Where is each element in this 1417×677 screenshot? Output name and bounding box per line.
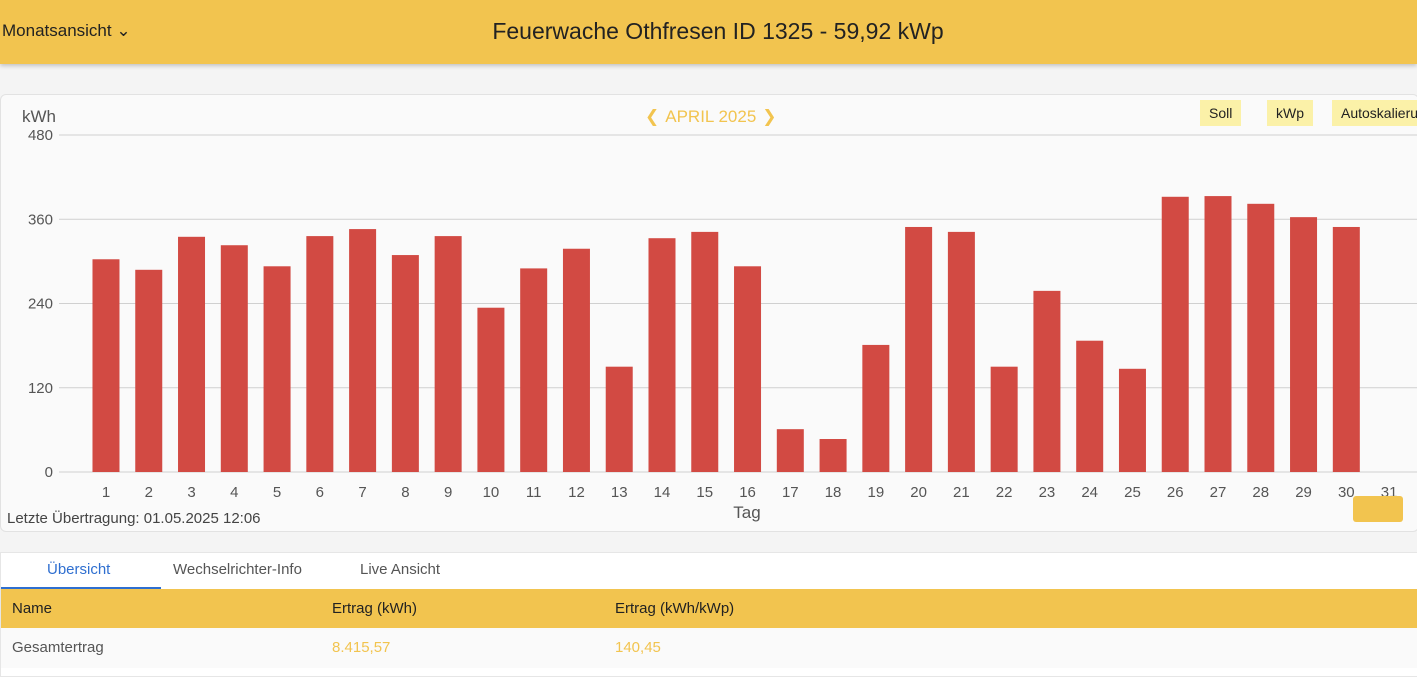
bar: [905, 226, 933, 472]
x-tick-label: 13: [611, 484, 628, 501]
bar: [391, 255, 419, 472]
column-header: Name: [12, 600, 53, 617]
table-header: Name Ertrag (kWh) Ertrag (kWh/kWp): [1, 589, 1417, 628]
cell: 140,45: [615, 639, 661, 656]
y-tick-label: 120: [28, 380, 53, 397]
tab[interactable]: Live Ansicht: [360, 561, 441, 578]
table-row: Gesamtertrag 8.415,57 140,45: [1, 628, 1417, 668]
y-tick-label: 240: [28, 296, 53, 313]
x-tick-label: 29: [1295, 484, 1312, 501]
bar: [220, 245, 248, 472]
x-tick-label: 24: [1081, 484, 1098, 501]
bar: [92, 259, 120, 472]
period-nav: ❮ APRIL 2025 ❯: [645, 107, 777, 127]
view-menu-label: Monatsansicht: [2, 21, 112, 40]
x-tick-label: 9: [444, 484, 452, 501]
tab-panel: Übersicht Wechselrichter-Info Live Ansic…: [0, 552, 1417, 677]
period-label[interactable]: APRIL 2025: [665, 107, 757, 126]
column-header: Ertrag (kWh): [332, 600, 418, 617]
x-tick-label: 2: [145, 484, 153, 501]
x-tick-label: 11: [526, 484, 542, 501]
bar: [178, 236, 206, 472]
bar: [1290, 217, 1318, 472]
x-tick-label: 16: [739, 484, 756, 501]
bar: [1332, 226, 1360, 472]
bar: [990, 366, 1018, 472]
bar: [862, 344, 890, 472]
last-transmission: Letzte Übertragung: 01.05.2025 12:06: [7, 509, 261, 527]
x-tick-label: 20: [910, 484, 927, 501]
bar: [349, 229, 377, 472]
bar: [1076, 340, 1104, 472]
bar: [135, 269, 163, 472]
bar: [306, 236, 334, 472]
y-axis-title: kWh: [22, 107, 56, 126]
x-tick-label: 21: [953, 484, 970, 501]
bar: [1161, 196, 1189, 472]
bar: [691, 231, 719, 472]
x-tick-label: 8: [401, 484, 409, 501]
x-axis-title: Tag: [733, 503, 760, 522]
bar: [263, 266, 291, 472]
x-tick-label: 22: [996, 484, 1013, 501]
x-tick-label: 17: [782, 484, 799, 501]
next-button[interactable]: ❯: [762, 107, 777, 126]
x-tick-label: 30: [1338, 484, 1355, 501]
autoscale-button[interactable]: Autoskalierung: [1332, 100, 1417, 126]
export-button[interactable]: [1353, 496, 1403, 522]
header: Monatsansicht ⌄ Feuerwache Othfresen ID …: [0, 0, 1417, 64]
soll-button[interactable]: Soll: [1200, 100, 1242, 126]
view-menu[interactable]: Monatsansicht ⌄: [2, 21, 131, 40]
bar: [776, 429, 804, 472]
x-tick-label: 27: [1210, 484, 1227, 501]
bar: [1204, 196, 1232, 473]
y-tick-label: 360: [28, 211, 53, 228]
bar: [819, 439, 847, 472]
bar: [477, 307, 505, 472]
y-tick-label: 480: [28, 127, 53, 144]
bar: [520, 268, 548, 472]
x-tick-label: 19: [868, 484, 885, 501]
bar: [434, 236, 462, 472]
tab-indicator: [1, 587, 161, 589]
x-tick-label: 1: [102, 484, 110, 501]
bar: [562, 248, 590, 472]
prev-button[interactable]: ❮: [645, 107, 660, 126]
x-tick-label: 28: [1252, 484, 1269, 501]
cell: Gesamtertrag: [12, 639, 104, 656]
x-tick-label: 5: [273, 484, 281, 501]
kwp-button[interactable]: kWp: [1267, 100, 1313, 126]
column-header: Ertrag (kWh/kWp): [615, 600, 735, 617]
x-tick-label: 23: [1039, 484, 1056, 501]
x-tick-label: 10: [483, 484, 500, 501]
x-tick-label: 25: [1124, 484, 1141, 501]
tab[interactable]: Wechselrichter-Info: [173, 561, 302, 578]
x-tick-label: 12: [568, 484, 585, 501]
page-title: Feuerwache Othfresen ID 1325 - 59,92 kWp: [492, 18, 944, 44]
x-tick-label: 15: [696, 484, 713, 501]
y-tick-label: 0: [45, 464, 53, 481]
bar: [605, 366, 633, 472]
x-tick-label: 7: [358, 484, 366, 501]
x-tick-label: 6: [316, 484, 324, 501]
x-tick-label: 14: [654, 484, 671, 501]
bar: [648, 238, 676, 472]
x-tick-label: 3: [187, 484, 195, 501]
bar: [1118, 368, 1146, 472]
bar: [1247, 203, 1275, 472]
bar: [734, 266, 762, 472]
x-tick-label: 18: [825, 484, 842, 501]
x-tick-label: 4: [230, 484, 238, 501]
chart-card: 0 120 240 360 480 kWh Tag Letzte Übertragung: 0…: [0, 94, 1417, 532]
cell: 8.415,57: [332, 639, 391, 656]
tab[interactable]: Übersicht: [47, 561, 111, 578]
x-tick-label: 26: [1167, 484, 1184, 501]
bar: [1033, 290, 1061, 472]
bar: [947, 231, 975, 472]
